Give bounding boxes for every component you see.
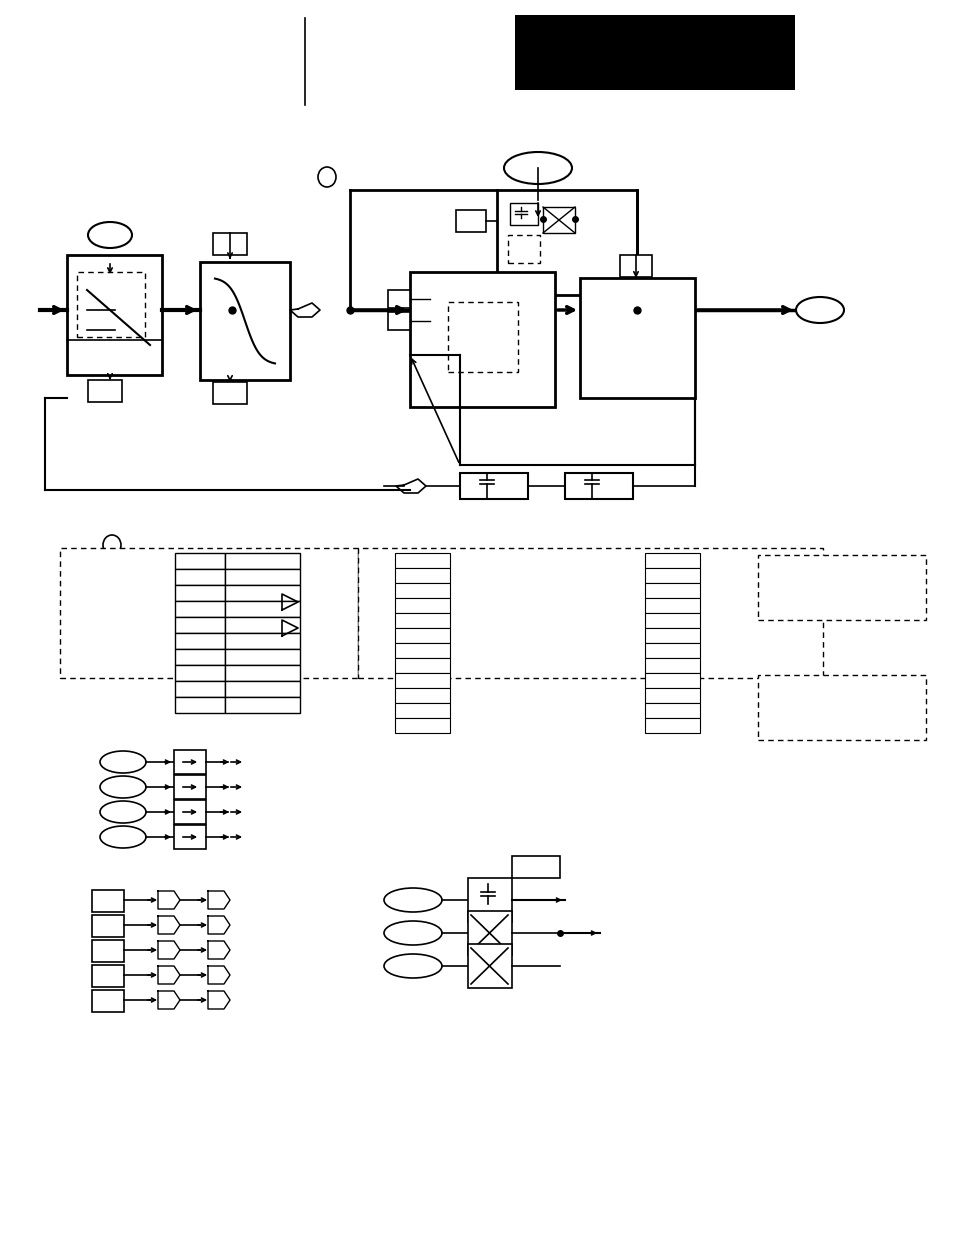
Bar [388, 290, 410, 308]
Bar [564, 473, 633, 499]
Bar [225, 697, 299, 713]
Bar [174, 697, 225, 713]
Bar [200, 262, 290, 380]
Bar [644, 643, 700, 658]
Bar [88, 380, 122, 403]
Bar [91, 990, 124, 1011]
Ellipse shape [795, 296, 843, 324]
Bar [388, 312, 410, 330]
Bar [91, 940, 124, 962]
Bar [225, 601, 299, 618]
Ellipse shape [100, 802, 146, 823]
Bar [174, 634, 225, 650]
Bar [174, 618, 225, 634]
Bar [395, 568, 450, 583]
Bar [644, 583, 700, 598]
Bar [410, 272, 555, 408]
Ellipse shape [503, 152, 572, 184]
Bar [60, 548, 357, 678]
Bar [213, 382, 247, 404]
Bar [644, 629, 700, 643]
Bar [174, 680, 225, 697]
Bar [468, 944, 512, 988]
Bar [644, 688, 700, 703]
Bar [395, 718, 450, 734]
Bar [395, 673, 450, 688]
Bar [225, 618, 299, 634]
Bar [225, 569, 299, 585]
Bar [395, 643, 450, 658]
Ellipse shape [384, 888, 441, 911]
Bar [542, 207, 575, 233]
Ellipse shape [384, 921, 441, 945]
Bar [644, 598, 700, 613]
Ellipse shape [103, 535, 121, 555]
Bar [459, 473, 527, 499]
Bar [173, 800, 206, 824]
Bar [225, 680, 299, 697]
Bar [225, 585, 299, 601]
Ellipse shape [317, 167, 335, 186]
Bar [174, 650, 225, 664]
Bar [173, 825, 206, 848]
Bar [67, 254, 162, 375]
Bar [644, 658, 700, 673]
Bar [173, 750, 206, 774]
Bar [468, 878, 512, 923]
Bar [510, 203, 537, 225]
Bar [579, 278, 695, 398]
Bar [758, 676, 925, 740]
Bar [512, 856, 559, 878]
Ellipse shape [100, 776, 146, 798]
Bar [758, 555, 925, 620]
Bar [497, 190, 637, 295]
Bar [174, 553, 225, 569]
Bar [619, 254, 651, 277]
Bar [456, 210, 485, 232]
Bar [357, 548, 822, 678]
Bar [225, 553, 299, 569]
Bar [395, 629, 450, 643]
Bar [448, 303, 517, 372]
Bar [91, 965, 124, 987]
Ellipse shape [100, 826, 146, 848]
Bar [510, 237, 537, 259]
Bar [225, 650, 299, 664]
Bar [515, 15, 794, 90]
Ellipse shape [100, 751, 146, 773]
Bar [225, 664, 299, 680]
Bar [77, 272, 145, 337]
Bar [395, 613, 450, 629]
Bar [468, 911, 512, 955]
Bar [644, 568, 700, 583]
Bar [644, 718, 700, 734]
Bar [644, 673, 700, 688]
Bar [644, 553, 700, 568]
Bar [173, 776, 206, 799]
Bar [395, 688, 450, 703]
Ellipse shape [88, 222, 132, 248]
Bar [395, 703, 450, 718]
Bar [174, 585, 225, 601]
Ellipse shape [384, 953, 441, 978]
Bar [91, 915, 124, 937]
Bar [395, 658, 450, 673]
Bar [174, 664, 225, 680]
Bar [395, 553, 450, 568]
Bar [644, 613, 700, 629]
Bar [644, 703, 700, 718]
Bar [174, 601, 225, 618]
Bar [91, 890, 124, 911]
Bar [225, 634, 299, 650]
Bar [395, 583, 450, 598]
Bar [213, 233, 247, 254]
Bar [174, 569, 225, 585]
Bar [395, 598, 450, 613]
Bar [507, 235, 539, 263]
